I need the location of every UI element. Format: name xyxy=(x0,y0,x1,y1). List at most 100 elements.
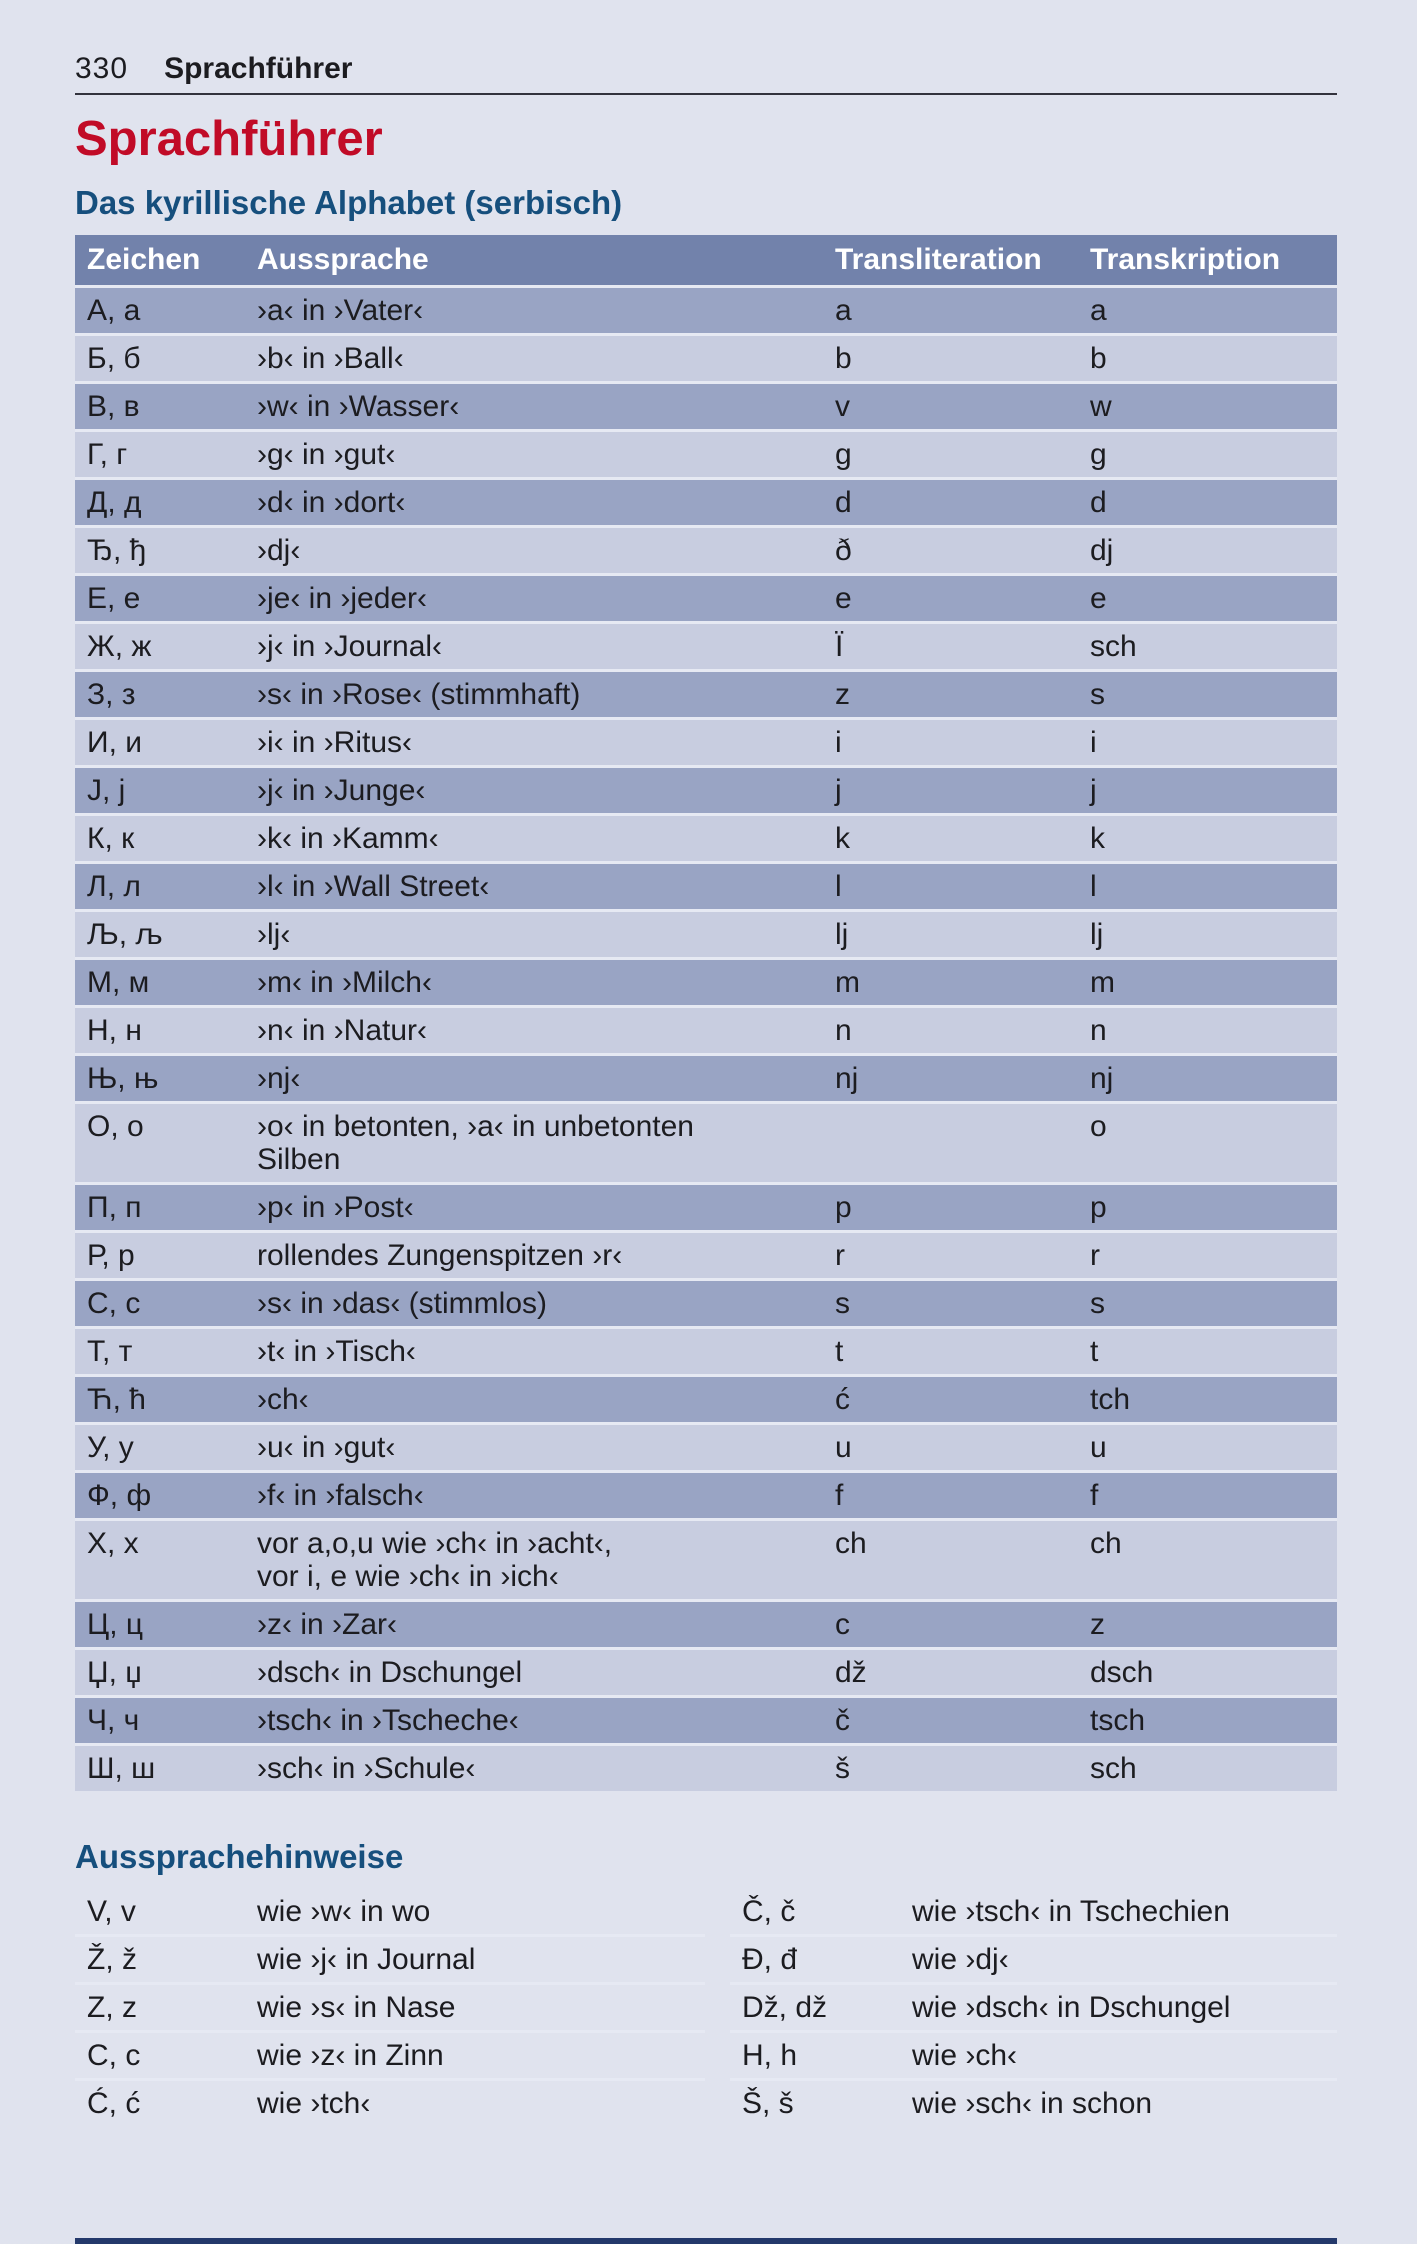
cell-aussprache: ›l‹ in ›Wall Street‹ xyxy=(257,870,490,903)
table-row: Њ, њ ›nj‹ nj nj xyxy=(75,1053,1337,1101)
cell-transliteration: u xyxy=(835,1431,852,1464)
table-row: Ц, ц ›z‹ in ›Zar‹ c z xyxy=(75,1599,1337,1647)
cell-aussprache: ›j‹ in ›Journal‹ xyxy=(257,630,443,663)
table-row: Х, х vor a,o,u wie ›ch‹ in ›acht‹, vor i,… xyxy=(75,1518,1337,1599)
table-row: С, с ›s‹ in ›das‹ (stimmlos) s s xyxy=(75,1278,1337,1326)
cell-transliteration: a xyxy=(835,294,852,327)
cell-letter: H, h xyxy=(742,2039,798,2072)
cell-aussprache: ›p‹ in ›Post‹ xyxy=(257,1191,414,1224)
table-header-row: Zeichen Aussprache Transliteration Trans… xyxy=(75,235,1337,285)
cell-aussprache: ›z‹ in ›Zar‹ xyxy=(257,1608,397,1641)
cell-letter: Ž, ž xyxy=(87,1943,137,1976)
cell-zeichen: Љ, љ xyxy=(87,918,163,951)
cell-zeichen: У, у xyxy=(87,1431,134,1464)
cell-transliteration: j xyxy=(835,774,842,807)
cell-transliteration: l xyxy=(835,870,842,903)
cell-zeichen: М, м xyxy=(87,966,150,999)
cell-transliteration: t xyxy=(835,1335,844,1368)
cell-transliteration: m xyxy=(835,966,860,999)
cell-aussprache: ›a‹ in ›Vater‹ xyxy=(257,294,424,327)
cell-transkription: s xyxy=(1090,1287,1105,1320)
table-row: П, п ›p‹ in ›Post‹ p p xyxy=(75,1182,1337,1230)
cell-transliteration: g xyxy=(835,438,852,471)
cell-transkription: sch xyxy=(1090,1752,1137,1785)
table-row: Т, т ›t‹ in ›Tisch‹ t t xyxy=(75,1326,1337,1374)
cell-transkription: tsch xyxy=(1090,1704,1146,1737)
cell-zeichen: Е, е xyxy=(87,582,141,615)
cell-transliteration: n xyxy=(835,1014,852,1047)
cell-zeichen: Ж, ж xyxy=(87,630,152,663)
cell-transkription: ch xyxy=(1090,1527,1122,1560)
cell-transkription: e xyxy=(1090,582,1107,615)
cell-transliteration: i xyxy=(835,726,842,759)
cell-aussprache: ›sch‹ in ›Schule‹ xyxy=(257,1752,476,1785)
cell-aussprache: ›je‹ in ›jeder‹ xyxy=(257,582,428,615)
hints-table-right: Č, č wie ›tsch‹ in Tschechien Đ, đ wie ›dj… xyxy=(730,1889,1337,2126)
cell-letter: Š, š xyxy=(742,2087,794,2120)
cell-letter: Č, č xyxy=(742,1895,796,1928)
table-row: Ч, ч ›tsch‹ in ›Tscheche‹ č tsch xyxy=(75,1695,1337,1743)
cell-zeichen: Л, л xyxy=(87,870,141,903)
table-row: В, в ›w‹ in ›Wasser‹ v w xyxy=(75,381,1337,429)
table-row: Д, д ›d‹ in ›dort‹ d d xyxy=(75,477,1337,525)
cell-hint: wie ›ch‹ xyxy=(912,2039,1018,2072)
table-row: Б, б ›b‹ in ›Ball‹ b b xyxy=(75,333,1337,381)
table-row: О, о ›o‹ in betonten, ›a‹ in unbetonten S… xyxy=(75,1101,1337,1182)
cell-aussprache: ›s‹ in ›Rose‹ (stimmhaft) xyxy=(257,678,581,711)
cell-hint: wie ›z‹ in Zinn xyxy=(257,2039,444,2072)
footer-bar xyxy=(75,2238,1337,2244)
cell-transliteration: dž xyxy=(835,1656,867,1689)
cell-transkription: tch xyxy=(1090,1383,1131,1416)
cell-transkription: i xyxy=(1090,726,1097,759)
cell-aussprache: ›j‹ in ›Junge‹ xyxy=(257,774,426,807)
cell-hint: wie ›dj‹ xyxy=(912,1943,1009,1976)
cell-transliteration: č xyxy=(835,1704,850,1737)
cell-hint: wie ›sch‹ in schon xyxy=(912,2087,1153,2120)
cell-transliteration: d xyxy=(835,486,852,519)
table-row: Ђ, ђ ›dj‹ ð dj xyxy=(75,525,1337,573)
column-header-transkription: Transkription xyxy=(1090,243,1281,276)
cell-aussprache: ›u‹ in ›gut‹ xyxy=(257,1431,396,1464)
cell-hint: wie ›s‹ in Nase xyxy=(257,1991,456,2024)
running-header: 330 Sprachführer xyxy=(75,0,1337,86)
table-row: Љ, љ ›lj‹ lj lj xyxy=(75,909,1337,957)
cell-transkription: d xyxy=(1090,486,1107,519)
cell-hint: wie ›dsch‹ in Dschungel xyxy=(912,1991,1231,2024)
cell-letter: Đ, đ xyxy=(742,1943,798,1976)
table-row: Ј, ј ›j‹ in ›Junge‹ j j xyxy=(75,765,1337,813)
cell-transkription: lj xyxy=(1090,918,1104,951)
cell-zeichen: Ј, ј xyxy=(87,774,126,807)
table-row: Г, г ›g‹ in ›gut‹ g g xyxy=(75,429,1337,477)
cell-transliteration: f xyxy=(835,1479,844,1512)
cell-zeichen: К, к xyxy=(87,822,135,855)
table-row: К, к ›k‹ in ›Kamm‹ k k xyxy=(75,813,1337,861)
cell-zeichen: З, з xyxy=(87,678,136,711)
cell-letter: Ć, ć xyxy=(87,2087,141,2120)
cell-zeichen: Џ, џ xyxy=(87,1656,142,1689)
hint-row: Ć, ć wie ›tch‹ xyxy=(75,2078,705,2126)
table-row: З, з ›s‹ in ›Rose‹ (stimmhaft) z s xyxy=(75,669,1337,717)
cell-transliteration: c xyxy=(835,1608,850,1641)
cell-transliteration: nj xyxy=(835,1062,859,1095)
cell-zeichen: А, а xyxy=(87,294,141,327)
cell-transliteration: b xyxy=(835,342,852,375)
cell-transliteration: s xyxy=(835,1287,850,1320)
cell-transkription: n xyxy=(1090,1014,1107,1047)
table-row: Е, е ›je‹ in ›jeder‹ e e xyxy=(75,573,1337,621)
cell-transkription: s xyxy=(1090,678,1105,711)
cell-transkription: r xyxy=(1090,1239,1100,1272)
cell-zeichen: Ч, ч xyxy=(87,1704,140,1737)
cell-letter: V, v xyxy=(87,1895,136,1928)
cell-zeichen: Х, х xyxy=(87,1527,139,1560)
hint-row: C, c wie ›z‹ in Zinn xyxy=(75,2030,705,2078)
hint-row: Z, z wie ›s‹ in Nase xyxy=(75,1982,705,2030)
cell-aussprache: ›nj‹ xyxy=(257,1062,301,1095)
cell-zeichen: Б, б xyxy=(87,342,141,375)
cell-hint: wie ›w‹ in wo xyxy=(257,1895,431,1928)
cell-transkription: dsch xyxy=(1090,1656,1154,1689)
cell-zeichen: Р, р xyxy=(87,1239,135,1272)
table-row: Ш, ш ›sch‹ in ›Schule‹ š sch xyxy=(75,1743,1337,1791)
cell-zeichen: Њ, њ xyxy=(87,1062,159,1095)
cell-aussprache: ›s‹ in ›das‹ (stimmlos) xyxy=(257,1287,547,1320)
